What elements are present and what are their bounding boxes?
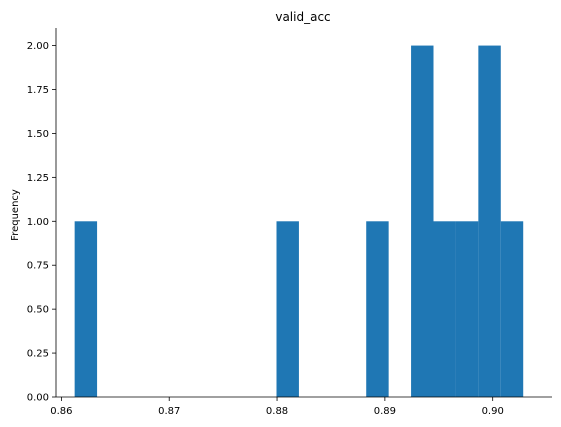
- x-tick-label-2: 0.88: [266, 406, 288, 417]
- histogram-bar-0: [74, 221, 98, 397]
- y-tick-label-6: 1.50: [27, 129, 49, 140]
- histogram-bar-9: [276, 221, 299, 397]
- histogram-bar-19: [500, 221, 524, 397]
- y-tick-label-7: 1.75: [27, 85, 49, 96]
- y-tick-label-8: 2.00: [27, 41, 49, 52]
- bars-group: [74, 45, 524, 397]
- histogram-bar-15: [411, 45, 434, 397]
- x-tick-label-4: 0.90: [482, 406, 504, 417]
- y-axis-label: Frequency: [10, 189, 21, 241]
- y-tick-label-4: 1.00: [27, 217, 49, 228]
- y-axis: 0.00 0.25 0.50 0.75 1.00 1.25 1.50 1.75 2.00: [27, 41, 56, 404]
- y-tick-label-3: 0.75: [27, 261, 49, 272]
- chart-title: valid_acc: [275, 10, 330, 24]
- x-tick-label-3: 0.89: [374, 406, 396, 417]
- y-tick-label-1: 0.25: [27, 349, 49, 360]
- y-tick-label-5: 1.25: [27, 173, 49, 184]
- histogram-bar-16: [433, 221, 456, 397]
- x-axis: 0.86 0.87 0.88 0.89 0.90: [50, 397, 504, 417]
- histogram-bar-18: [478, 45, 501, 397]
- x-tick-label-1: 0.87: [158, 406, 180, 417]
- y-tick-label-0: 0.00: [27, 393, 49, 404]
- x-tick-label-0: 0.86: [50, 406, 72, 417]
- y-tick-label-2: 0.50: [27, 305, 49, 316]
- histogram-bar-13: [366, 221, 389, 397]
- histogram-bar-17: [455, 221, 479, 397]
